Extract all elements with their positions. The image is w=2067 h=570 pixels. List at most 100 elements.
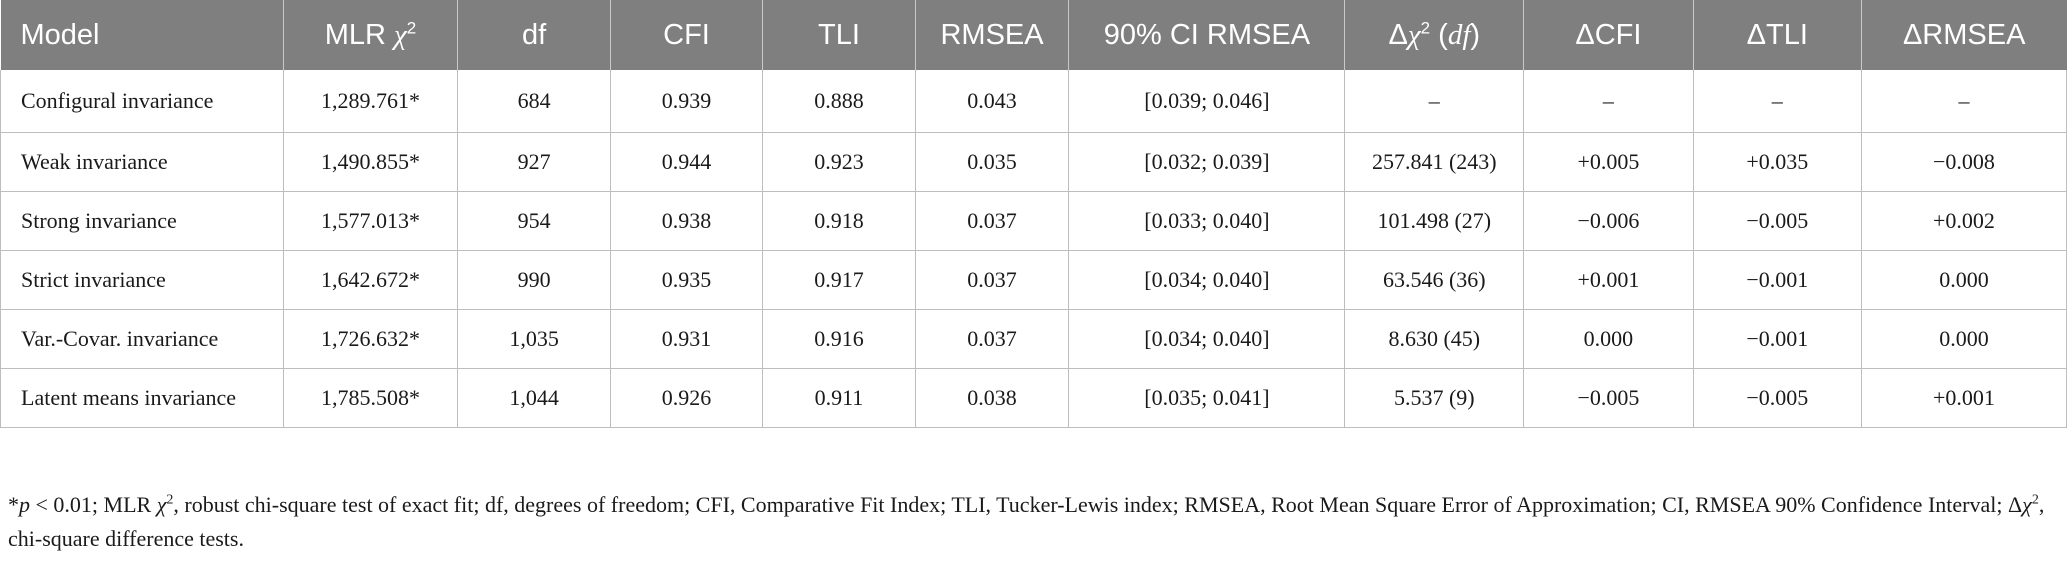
cell-tli: 0.918 — [762, 191, 916, 251]
cell-mlr: 1,577.013* — [282, 191, 458, 251]
header-mlr-chi: MLR χ2 — [282, 0, 458, 70]
cell-ci: [0.039; 0.046] — [1068, 70, 1345, 133]
cell-model: Strict invariance — [0, 250, 284, 310]
cell-cfi: 0.931 — [609, 309, 763, 369]
cell-delta-rmsea: – — [1860, 70, 2067, 133]
footnote-star: * — [8, 492, 19, 517]
cell-model: Strong invariance — [0, 191, 284, 251]
chi-symbol: χ — [393, 18, 407, 51]
cell-delta-tli: – — [1692, 70, 1862, 133]
footnote-text: < 0.01; MLR — [30, 492, 157, 517]
header-ci-rmsea-label: 90% CI RMSEA — [1103, 18, 1311, 51]
cell-delta-cfi: – — [1523, 70, 1694, 133]
cell-rmsea: 0.038 — [914, 368, 1069, 428]
table-row: Strict invariance 1,642.672* 990 0.935 0… — [0, 250, 2067, 310]
footnote-text: , robust chi-square test of exact fit; d… — [173, 492, 2023, 517]
cell-model: Latent means invariance — [0, 368, 284, 428]
superscript-2: 2 — [2031, 492, 2039, 508]
cell-cfi: 0.935 — [609, 250, 763, 310]
df-italic: df — [1447, 18, 1471, 51]
cell-mlr: 1,642.672* — [282, 250, 458, 310]
header-delta-tli-label: ΔTLI — [1746, 18, 1808, 51]
cell-rmsea: 0.043 — [914, 70, 1069, 133]
cell-mlr: 1,785.508* — [282, 368, 458, 428]
header-delta-cfi: ΔCFI — [1523, 0, 1694, 70]
cell-delta-tli: −0.005 — [1692, 368, 1862, 428]
cell-delta-tli: −0.001 — [1692, 250, 1862, 310]
cell-cfi: 0.939 — [609, 70, 763, 133]
cell-cfi: 0.926 — [609, 368, 763, 428]
cell-mlr: 1,490.855* — [282, 132, 458, 192]
cell-mlr: 1,289.761* — [282, 70, 458, 133]
cell-rmsea: 0.035 — [914, 132, 1069, 192]
table-row: Latent means invariance 1,785.508* 1,044… — [0, 368, 2067, 428]
cell-df: 1,044 — [457, 368, 611, 428]
chi-symbol: χ — [2022, 492, 2032, 517]
cell-tli: 0.916 — [762, 309, 916, 369]
chi-symbol: χ — [156, 492, 167, 517]
header-tli-label: TLI — [817, 18, 860, 51]
table-row: Var.-Covar. invariance 1,726.632* 1,035 … — [0, 309, 2067, 369]
table-row: Weak invariance 1,490.855* 927 0.944 0.9… — [0, 132, 2067, 192]
superscript-2: 2 — [1420, 17, 1431, 37]
cell-ci: [0.034; 0.040] — [1068, 250, 1345, 310]
cell-df: 954 — [457, 191, 611, 251]
header-df-label: df — [521, 18, 547, 51]
cell-delta-rmsea: 0.000 — [1860, 250, 2067, 310]
cell-cfi: 0.944 — [609, 132, 763, 192]
header-delta-chi: Δχ2 (df) — [1344, 0, 1524, 70]
header-cfi: CFI — [609, 0, 763, 70]
header-df: df — [457, 0, 611, 70]
header-rmsea: RMSEA — [914, 0, 1069, 70]
superscript-2: 2 — [406, 17, 417, 37]
cell-rmsea: 0.037 — [914, 191, 1069, 251]
cell-delta-rmsea: −0.008 — [1860, 132, 2067, 192]
cell-delta-cfi: 0.000 — [1523, 309, 1694, 369]
header-model: Model — [0, 0, 284, 70]
cell-delta-tli: −0.005 — [1692, 191, 1862, 251]
chi-symbol: χ — [1407, 18, 1421, 51]
cell-df: 684 — [457, 70, 611, 133]
cell-delta-chi: 101.498 (27) — [1344, 191, 1524, 251]
cell-cfi: 0.938 — [609, 191, 763, 251]
header-delta-rmsea: ΔRMSEA — [1860, 0, 2067, 70]
cell-delta-cfi: −0.005 — [1523, 368, 1694, 428]
cell-delta-cfi: +0.001 — [1523, 250, 1694, 310]
header-rmsea-label: RMSEA — [940, 18, 1044, 51]
cell-delta-chi: 8.630 (45) — [1344, 309, 1524, 369]
cell-model: Weak invariance — [0, 132, 284, 192]
delta-symbol: Δ — [1388, 18, 1408, 51]
superscript-2: 2 — [166, 492, 174, 508]
header-ci-rmsea: 90% CI RMSEA — [1068, 0, 1345, 70]
cell-tli: 0.911 — [762, 368, 916, 428]
cell-df: 990 — [457, 250, 611, 310]
table-row: Strong invariance 1,577.013* 954 0.938 0… — [0, 191, 2067, 251]
footnote-p: p — [19, 492, 30, 517]
cell-delta-rmsea: +0.002 — [1860, 191, 2067, 251]
cell-mlr: 1,726.632* — [282, 309, 458, 369]
cell-delta-cfi: −0.006 — [1523, 191, 1694, 251]
cell-delta-chi: 63.546 (36) — [1344, 250, 1524, 310]
cell-delta-cfi: +0.005 — [1523, 132, 1694, 192]
header-mlr-label: MLR — [324, 18, 394, 51]
cell-rmsea: 0.037 — [914, 309, 1069, 369]
header-cfi-label: CFI — [663, 18, 710, 51]
cell-delta-chi: 257.841 (243) — [1344, 132, 1524, 192]
header-delta-cfi-label: ΔCFI — [1575, 18, 1642, 51]
cell-rmsea: 0.037 — [914, 250, 1069, 310]
header-tli: TLI — [762, 0, 916, 70]
cell-df: 1,035 — [457, 309, 611, 369]
header-delta-tli: ΔTLI — [1692, 0, 1862, 70]
cell-ci: [0.033; 0.040] — [1068, 191, 1345, 251]
cell-ci: [0.032; 0.039] — [1068, 132, 1345, 192]
cell-delta-rmsea: +0.001 — [1860, 368, 2067, 428]
table-footnote: *p < 0.01; MLR χ2, robust chi-square tes… — [8, 488, 2048, 556]
cell-delta-tli: −0.001 — [1692, 309, 1862, 369]
fit-indices-table: Model MLR χ2 df CFI TLI RMSEA 90% CI RMS… — [0, 0, 2067, 428]
cell-delta-rmsea: 0.000 — [1860, 309, 2067, 369]
cell-df: 927 — [457, 132, 611, 192]
cell-tli: 0.923 — [762, 132, 916, 192]
header-model-label: Model — [20, 18, 100, 51]
cell-tli: 0.888 — [762, 70, 916, 133]
cell-delta-chi: 5.537 (9) — [1344, 368, 1524, 428]
